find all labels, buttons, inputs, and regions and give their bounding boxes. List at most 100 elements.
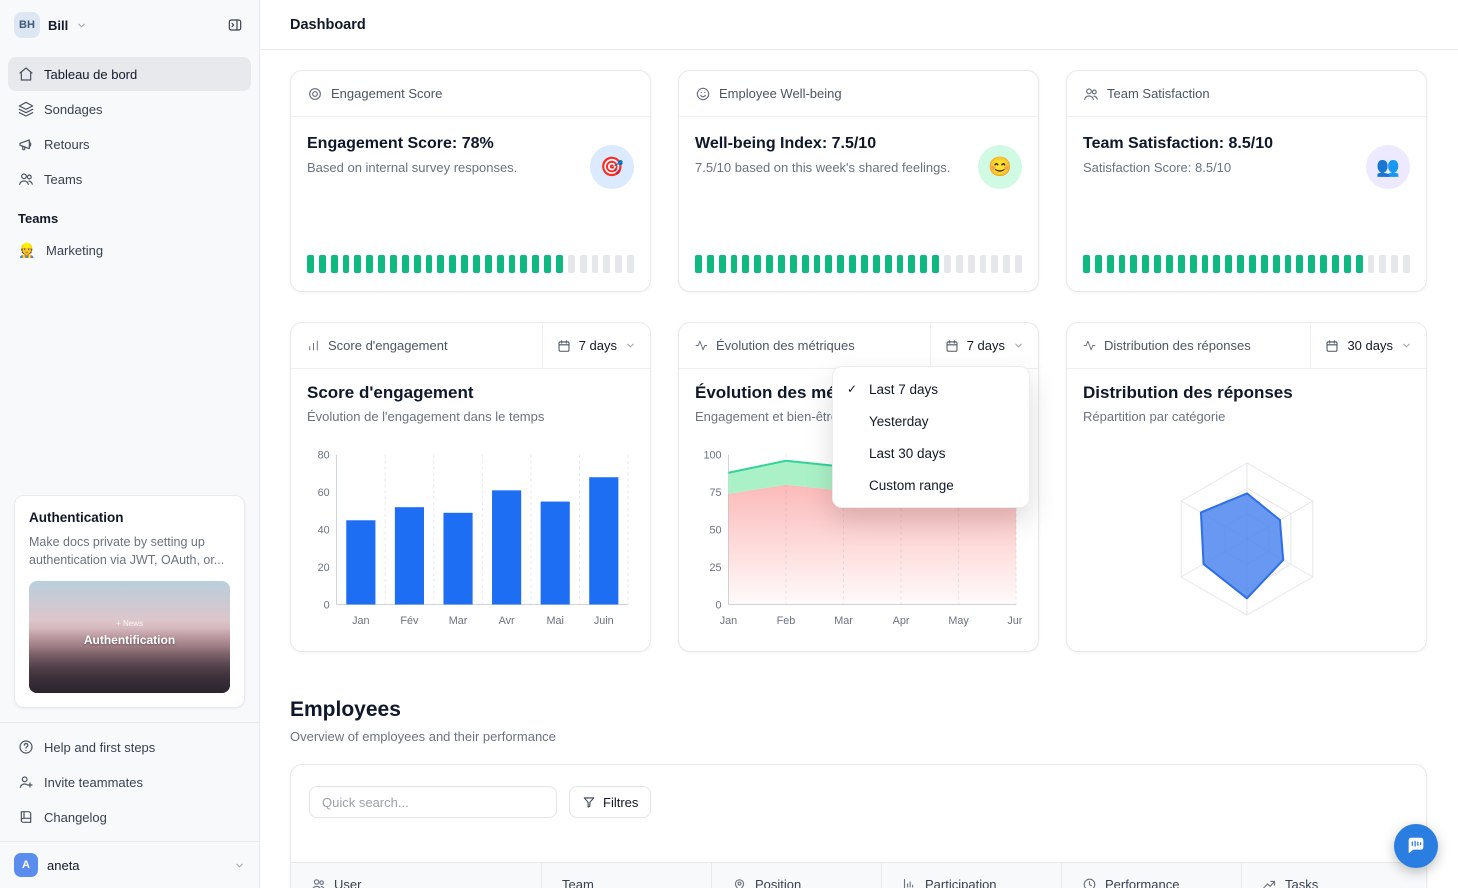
spark-bar	[496, 255, 504, 273]
svg-text:40: 40	[318, 525, 330, 537]
spark-bar	[1249, 255, 1256, 273]
spark-bar	[778, 255, 785, 273]
image-caption: Authentification	[83, 632, 176, 647]
spark-bar	[872, 255, 880, 273]
menu-item-last-7-days[interactable]: ✓ Last 7 days	[833, 373, 1029, 405]
sidebar-item-teams[interactable]: Teams	[8, 162, 251, 196]
column-header-position[interactable]: Position	[711, 863, 881, 888]
stat-emoji-badge: 😊	[978, 145, 1022, 189]
account-avatar[interactable]: A	[14, 853, 38, 877]
menu-item-label: Yesterday	[869, 413, 929, 429]
stat-subtitle: Satisfaction Score: 8.5/10	[1083, 160, 1232, 175]
svg-text:0: 0	[716, 599, 722, 611]
employees-subtitle: Overview of employees and their performa…	[290, 729, 556, 744]
column-header-team[interactable]: Team	[541, 863, 711, 888]
card-header-label: Employee Well-being	[719, 86, 842, 101]
spark-bar	[1296, 255, 1304, 273]
card-header-label: Score d'engagement	[328, 338, 448, 353]
workspace-name[interactable]: Bill	[48, 17, 69, 33]
team-label: Marketing	[46, 242, 104, 258]
spark-bar	[520, 255, 528, 273]
menu-item-custom-range[interactable]: ✓ Custom range	[833, 469, 1029, 501]
sidebar-item-dashboard[interactable]: Tableau de bord	[8, 57, 251, 91]
sidebar-item-help[interactable]: Help and first steps	[8, 730, 251, 764]
date-range-button[interactable]: 30 days	[1310, 323, 1426, 368]
date-range-button[interactable]: 7 days	[929, 323, 1038, 368]
activity-icon	[695, 340, 708, 351]
sidebar-item-feedback[interactable]: Retours	[8, 127, 251, 161]
spark-bar	[1355, 255, 1363, 273]
date-range-button[interactable]: 7 days	[541, 323, 650, 368]
spark-bar	[1260, 255, 1268, 273]
sparkline	[307, 255, 635, 273]
smile-icon	[696, 87, 710, 100]
menu-item-label: Custom range	[869, 477, 954, 493]
column-header-tasks[interactable]: Tasks	[1241, 863, 1426, 888]
menu-item-yesterday[interactable]: ✓ Yesterday	[833, 405, 1029, 437]
spark-bar	[813, 255, 821, 273]
authentication-card-image[interactable]: + News Authentification	[29, 581, 230, 693]
user-icon	[312, 879, 325, 888]
column-header-participation[interactable]: Participation	[881, 863, 1061, 888]
home-icon	[19, 67, 33, 81]
column-header-user[interactable]: User	[291, 863, 541, 888]
svg-text:Jan: Jan	[352, 615, 369, 627]
search-input[interactable]	[309, 786, 557, 818]
calendar-icon	[558, 339, 570, 352]
sidebar-item-invite[interactable]: Invite teammates	[8, 765, 251, 799]
spark-bar	[1308, 255, 1316, 273]
account-switcher[interactable]: A aneta	[0, 842, 259, 888]
spark-bar	[908, 255, 916, 273]
chevron-down-icon	[1403, 343, 1410, 348]
engagement-score-card: Engagement Score Engagement Score: 78% B…	[290, 70, 651, 292]
column-label: User	[334, 877, 362, 888]
spark-bar	[695, 255, 702, 273]
svg-text:20: 20	[318, 562, 330, 574]
spark-bar	[1094, 255, 1102, 273]
sidebar-item-changelog[interactable]: Changelog	[8, 800, 251, 834]
svg-text:Avr: Avr	[499, 615, 515, 627]
spark-bar	[1225, 255, 1233, 273]
svg-text:Jan: Jan	[720, 615, 737, 627]
card-header: Engagement Score	[291, 71, 650, 117]
card-header: Team Satisfaction	[1067, 71, 1426, 117]
column-header-performance[interactable]: Performance	[1061, 863, 1241, 888]
svg-text:Feb: Feb	[777, 615, 796, 627]
sidebar-item-surveys[interactable]: Sondages	[8, 92, 251, 126]
spark-bar	[413, 255, 421, 273]
well-being-card: Employee Well-being Well-being Index: 7.…	[678, 70, 1039, 292]
date-range-label: 30 days	[1347, 338, 1393, 353]
spark-bar	[449, 255, 457, 273]
svg-text:80: 80	[318, 450, 330, 462]
people-emoji: 👥	[1376, 157, 1400, 178]
spark-bar	[556, 255, 563, 273]
spark-bar	[401, 255, 409, 273]
teams-list: 👷 Marketing	[0, 232, 259, 268]
svg-text:60: 60	[318, 487, 330, 499]
spark-bar	[766, 255, 774, 273]
svg-text:Apr: Apr	[893, 615, 910, 627]
image-badge: + News	[116, 619, 143, 629]
workspace-switcher[interactable]: BH Bill	[0, 0, 259, 50]
date-range-label: 7 days	[578, 338, 617, 353]
filters-button[interactable]: Filtres	[569, 786, 652, 818]
menu-item-last-30-days[interactable]: ✓ Last 30 days	[833, 437, 1029, 469]
card-header: Employee Well-being	[679, 71, 1038, 117]
spark-bar	[532, 255, 540, 273]
clock-icon	[1083, 878, 1096, 888]
collapse-sidebar-button[interactable]	[225, 15, 245, 35]
spark-bar	[1118, 255, 1126, 273]
stat-subtitle: Based on internal survey responses.	[307, 160, 518, 175]
help-circle-icon	[19, 740, 33, 754]
workspace-avatar[interactable]: BH	[14, 12, 40, 38]
chat-widget-button[interactable]	[1394, 824, 1438, 868]
spark-bar	[955, 255, 963, 273]
sidebar-item-marketing[interactable]: 👷 Marketing	[8, 233, 251, 267]
stat-title: Team Satisfaction: 8.5/10	[1083, 135, 1273, 152]
sidebar-bottom-nav: Help and first steps Invite teammates Ch…	[0, 723, 259, 841]
spark-bar	[354, 255, 362, 273]
pulse-icon	[1083, 340, 1096, 351]
stat-title: Engagement Score: 78%	[307, 135, 494, 152]
spark-bar	[1332, 255, 1339, 273]
card-header: Évolution des métriques 7 days	[679, 323, 1038, 369]
